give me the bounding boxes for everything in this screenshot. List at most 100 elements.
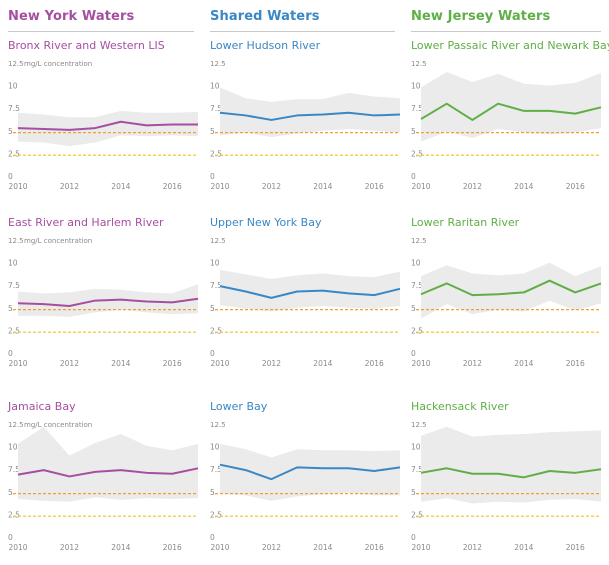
y-tick-label: 10 — [210, 82, 220, 91]
y-tick-label: 0 — [411, 349, 416, 358]
x-tick-label: 2010 — [8, 543, 27, 552]
y-tick-label: 7.5 — [411, 465, 423, 474]
x-tick-label: 2010 — [8, 359, 27, 368]
x-tick-label: 2012 — [262, 182, 281, 191]
y-tick-label: 12.5 — [411, 60, 427, 68]
y-tick-label: 12.5 — [8, 60, 24, 68]
chart-panel-lower-hudson-river: Lower Hudson River 12.5 10 7.5 5 2.5 0 2010 2012… — [210, 39, 401, 191]
x-tick-label: 2014 — [514, 182, 533, 191]
y-tick-label: 5 — [411, 304, 416, 313]
y-tick-label: 5 — [210, 304, 215, 313]
y-tick-label: 10 — [411, 82, 421, 91]
chart-title: Hackensack River — [411, 400, 509, 413]
x-tick-label: 2016 — [566, 359, 585, 368]
y-tick-label: 0 — [8, 172, 13, 181]
header-new-york-waters: New York Waters — [8, 8, 194, 32]
x-tick-label: 2016 — [566, 182, 585, 191]
range-band — [421, 262, 601, 319]
x-tick-label: 2012 — [262, 359, 281, 368]
y-tick-label: 7.5 — [411, 281, 423, 290]
y-tick-label: 0 — [411, 172, 416, 181]
x-tick-label: 2010 — [411, 182, 430, 191]
y-tick-label: 5 — [210, 488, 215, 497]
range-band — [220, 87, 400, 138]
chart-panel-bronx-river-and-western-lis: Bronx River and Western LIS 12.5 mg/L conc… — [8, 39, 198, 191]
unit-note: mg/L concentration — [24, 237, 92, 245]
y-tick-label: 10 — [411, 443, 421, 452]
chart-title: Bronx River and Western LIS — [8, 39, 165, 52]
y-tick-label: 5 — [411, 488, 416, 497]
range-band — [220, 443, 400, 501]
y-tick-label: 2.5 — [411, 510, 423, 519]
x-tick-label: 2014 — [111, 182, 130, 191]
x-tick-label: 2014 — [313, 543, 332, 552]
chart-panel-hackensack-river: Hackensack River 12.5 10 7.5 5 2.5 0 2010 2012 20… — [411, 400, 602, 552]
y-tick-label: 10 — [210, 259, 220, 268]
y-tick-label: 12.5 — [411, 421, 427, 429]
chart-title: Lower Raritan River — [411, 216, 520, 229]
x-tick-label: 2010 — [411, 543, 430, 552]
series-line — [219, 463, 401, 481]
y-tick-label: 0 — [210, 533, 215, 542]
unit-note: mg/L concentration — [24, 60, 92, 68]
y-tick-label: 7.5 — [210, 104, 222, 113]
header-new-jersey-waters: New Jersey Waters — [411, 8, 601, 32]
y-tick-label: 2.5 — [8, 510, 20, 519]
chart-panel-lower-raritan-river: Lower Raritan River 12.5 10 7.5 5 2.5 0 2010 201… — [411, 216, 602, 368]
y-tick-label: 10 — [8, 443, 18, 452]
x-tick-label: 2014 — [313, 182, 332, 191]
y-tick-label: 10 — [8, 82, 18, 91]
chart-panel-lower-bay: Lower Bay 12.5 10 7.5 5 2.5 0 2010 2012 2014 2016 — [210, 400, 401, 552]
y-tick-label: 2.5 — [8, 326, 20, 335]
x-tick-label: 2012 — [463, 359, 482, 368]
y-tick-label: 2.5 — [411, 149, 423, 158]
series-line — [420, 467, 602, 479]
x-tick-label: 2016 — [566, 543, 585, 552]
x-tick-label: 2016 — [163, 543, 182, 552]
series-line — [420, 279, 602, 297]
y-tick-label: 2.5 — [210, 326, 222, 335]
chart-panel-east-river-and-harlem-river: East River and Harlem River 12.5 mg/L conc… — [8, 216, 199, 368]
y-tick-label: 2.5 — [210, 510, 222, 519]
chart-title: Upper New York Bay — [210, 216, 322, 229]
y-tick-label: 0 — [411, 533, 416, 542]
chart-panel-jamaica-bay: Jamaica Bay 12.5 mg/L concentration 10 7.5 5 2… — [8, 400, 199, 552]
y-tick-label: 10 — [8, 259, 18, 268]
y-tick-label: 7.5 — [8, 281, 20, 290]
chart-title: Lower Passaic River and Newark Bay — [411, 39, 609, 52]
y-tick-label: 2.5 — [8, 149, 20, 158]
x-tick-label: 2010 — [8, 182, 27, 191]
y-tick-label: 5 — [8, 488, 13, 497]
y-tick-label: 7.5 — [210, 465, 222, 474]
y-tick-label: 12.5 — [8, 237, 24, 245]
series-line — [17, 120, 198, 131]
y-tick-label: 5 — [8, 127, 13, 136]
chart-panel-lower-passaic-river-and-newark-bay: Lower Passaic River and Newark Bay 12.5 10… — [411, 39, 609, 191]
x-tick-label: 2010 — [210, 182, 229, 191]
x-tick-label: 2016 — [163, 359, 182, 368]
x-tick-label: 2016 — [365, 543, 384, 552]
y-tick-label: 0 — [210, 172, 215, 181]
y-tick-label: 7.5 — [411, 104, 423, 113]
y-tick-label: 7.5 — [210, 281, 222, 290]
x-tick-label: 2014 — [313, 359, 332, 368]
y-tick-label: 12.5 — [8, 421, 24, 429]
y-tick-label: 12.5 — [210, 60, 226, 68]
series-line — [17, 467, 199, 478]
series-line — [219, 111, 401, 121]
y-tick-label: 0 — [8, 349, 13, 358]
range-band — [18, 110, 198, 147]
y-tick-label: 0 — [8, 533, 13, 542]
y-tick-label: 5 — [411, 127, 416, 136]
y-tick-label: 2.5 — [210, 149, 222, 158]
y-tick-label: 10 — [411, 259, 421, 268]
x-tick-label: 2014 — [111, 543, 130, 552]
